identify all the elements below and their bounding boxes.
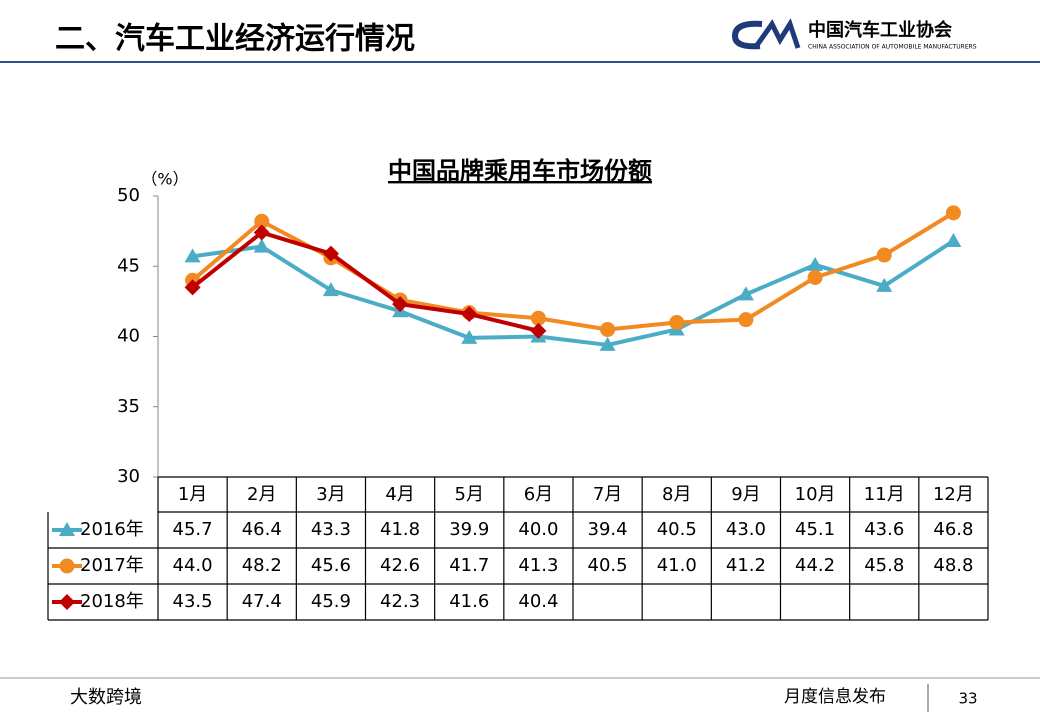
- marker: [461, 329, 478, 344]
- legend-label: 2018年: [80, 591, 144, 612]
- marker: [184, 248, 201, 263]
- marker: [876, 247, 892, 263]
- table-cell: 41.0: [657, 555, 697, 576]
- marker: [737, 286, 754, 301]
- table-cell: 45.9: [311, 591, 351, 612]
- y-tick-label: 45: [117, 255, 140, 276]
- marker: [945, 232, 962, 247]
- y-unit: （%）: [141, 170, 188, 189]
- marker: [738, 312, 754, 328]
- table-cell: 48.8: [933, 555, 973, 576]
- logo-text: 中国汽车工业协会: [808, 19, 952, 41]
- x-tick-label: 10月: [795, 484, 836, 505]
- table-cell: 43.5: [173, 591, 213, 612]
- x-tick-label: 8月: [662, 484, 691, 505]
- table-cell: 44.0: [173, 555, 213, 576]
- slide-title: 二、汽车工业经济运行情况: [55, 22, 415, 57]
- table-cell: 45.6: [311, 555, 351, 576]
- table-cell: 41.7: [449, 555, 489, 576]
- table-cell: 43.6: [864, 519, 904, 540]
- marker: [530, 322, 547, 339]
- series-line: [191, 230, 539, 333]
- table-cell: 45.1: [795, 519, 835, 540]
- marker: [322, 245, 339, 262]
- x-tick-label: 12月: [933, 484, 974, 505]
- table-cell: 41.2: [726, 555, 766, 576]
- series-line: [192, 239, 955, 347]
- x-tick-label: 4月: [385, 484, 414, 505]
- table-cell: 40.4: [518, 591, 558, 612]
- marker: [530, 310, 546, 326]
- y-tick-label: 35: [117, 396, 140, 417]
- x-tick-label: 11月: [864, 484, 905, 505]
- marker: [59, 594, 75, 610]
- y-tick-label: 40: [117, 326, 140, 347]
- marker: [599, 336, 616, 351]
- marker: [669, 314, 685, 330]
- x-tick-label: 6月: [524, 484, 553, 505]
- table-cell: 45.7: [173, 519, 213, 540]
- table-cell: 40.5: [657, 519, 697, 540]
- series-line: [191, 211, 955, 332]
- table-cell: 44.2: [795, 555, 835, 576]
- logo-subtitle: CHINA ASSOCIATION OF AUTOMOBILE MANUFACT…: [808, 44, 977, 51]
- table-cell: 39.4: [588, 519, 628, 540]
- table-cell: 41.6: [449, 591, 489, 612]
- watermark: 大数跨境: [70, 687, 142, 708]
- x-tick-label: 9月: [731, 484, 760, 505]
- marker: [392, 296, 409, 313]
- marker: [184, 279, 201, 296]
- chart-title: 中国品牌乘用车市场份额: [388, 157, 652, 185]
- legend-label: 2016年: [80, 519, 144, 540]
- table-cell: 41.3: [518, 555, 558, 576]
- y-tick-label: 30: [117, 466, 140, 487]
- table-cell: 45.8: [864, 555, 904, 576]
- marker: [59, 558, 75, 574]
- table-cell: 46.4: [242, 519, 282, 540]
- marker: [807, 256, 824, 271]
- marker: [59, 522, 75, 536]
- table-cell: 39.9: [449, 519, 489, 540]
- table-cell: 42.6: [380, 555, 420, 576]
- marker: [322, 282, 339, 297]
- page-number: 33: [958, 690, 977, 708]
- table-cell: 47.4: [242, 591, 282, 612]
- marker: [253, 238, 270, 253]
- table-cell: 43.0: [726, 519, 766, 540]
- legend-label: 2017年: [80, 555, 144, 576]
- x-tick-label: 3月: [316, 484, 345, 505]
- table-cell: 40.0: [518, 519, 558, 540]
- marker: [876, 277, 893, 292]
- table-cell: 43.3: [311, 519, 351, 540]
- marker: [461, 306, 478, 323]
- x-tick-label: 1月: [178, 484, 207, 505]
- x-tick-label: 5月: [455, 484, 484, 505]
- table-cell: 48.2: [242, 555, 282, 576]
- marker: [253, 224, 270, 241]
- y-tick-label: 50: [117, 185, 140, 206]
- marker: [254, 213, 270, 229]
- marker: [807, 269, 823, 285]
- x-tick-label: 2月: [247, 484, 276, 505]
- x-tick-label: 7月: [593, 484, 622, 505]
- footer-text: 月度信息发布: [784, 687, 886, 707]
- table-cell: 42.3: [380, 591, 420, 612]
- table-cell: 46.8: [933, 519, 973, 540]
- marker: [945, 205, 961, 221]
- logo-mark: [731, 18, 801, 50]
- table-cell: 40.5: [588, 555, 628, 576]
- marker: [600, 321, 616, 337]
- table-cell: 41.8: [380, 519, 420, 540]
